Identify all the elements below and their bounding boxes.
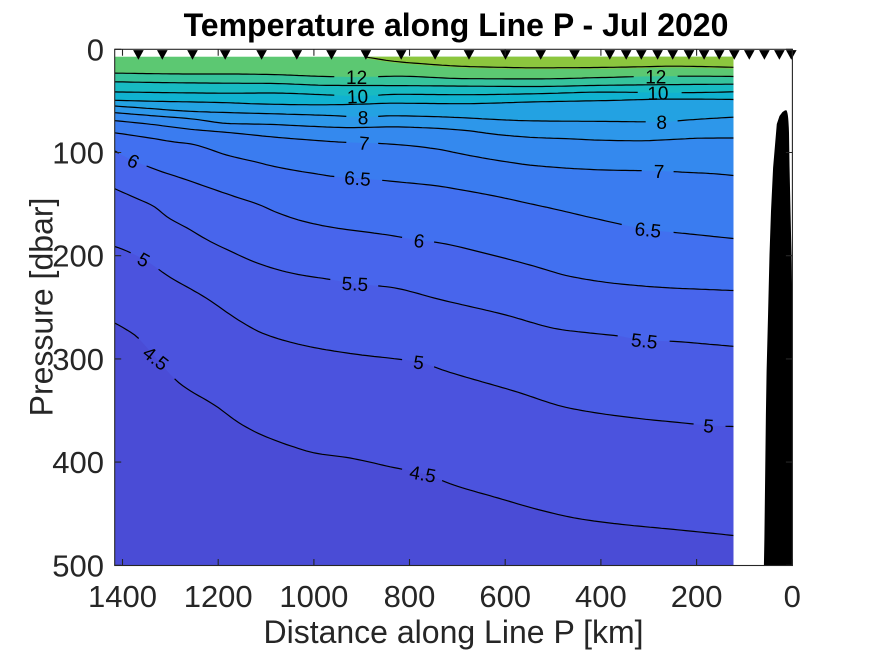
svg-text:10: 10 [347,87,369,109]
svg-text:0: 0 [784,579,801,614]
svg-text:500: 500 [52,548,104,583]
svg-text:1200: 1200 [184,579,253,614]
svg-text:1400: 1400 [88,579,157,614]
svg-text:Distance along Line P [km]: Distance along Line P [km] [263,614,643,650]
svg-text:600: 600 [479,579,531,614]
svg-text:5.5: 5.5 [630,330,658,354]
svg-text:800: 800 [384,579,436,614]
svg-text:4.5: 4.5 [408,462,438,487]
svg-text:6.5: 6.5 [344,168,372,191]
svg-text:Pressure [dbar]: Pressure [dbar] [24,198,60,417]
svg-text:7: 7 [654,162,665,183]
svg-text:8: 8 [358,108,369,129]
svg-text:5.5: 5.5 [341,274,368,296]
svg-text:200: 200 [52,239,104,274]
svg-text:10: 10 [647,84,669,105]
svg-text:5: 5 [412,352,425,374]
svg-text:1000: 1000 [279,579,348,614]
svg-text:0: 0 [87,32,104,67]
svg-text:Temperature along Line P - Jul: Temperature along Line P - Jul 2020 [184,7,729,43]
svg-text:12: 12 [645,67,666,88]
svg-text:200: 200 [671,579,723,614]
svg-text:8: 8 [656,113,667,134]
svg-text:6.5: 6.5 [634,219,662,243]
svg-text:300: 300 [52,342,104,377]
svg-text:5: 5 [703,416,715,438]
svg-text:400: 400 [575,579,627,614]
svg-text:12: 12 [346,68,367,89]
svg-text:6: 6 [412,231,425,253]
svg-text:400: 400 [52,445,104,480]
svg-text:7: 7 [357,133,370,155]
svg-text:100: 100 [52,136,104,171]
